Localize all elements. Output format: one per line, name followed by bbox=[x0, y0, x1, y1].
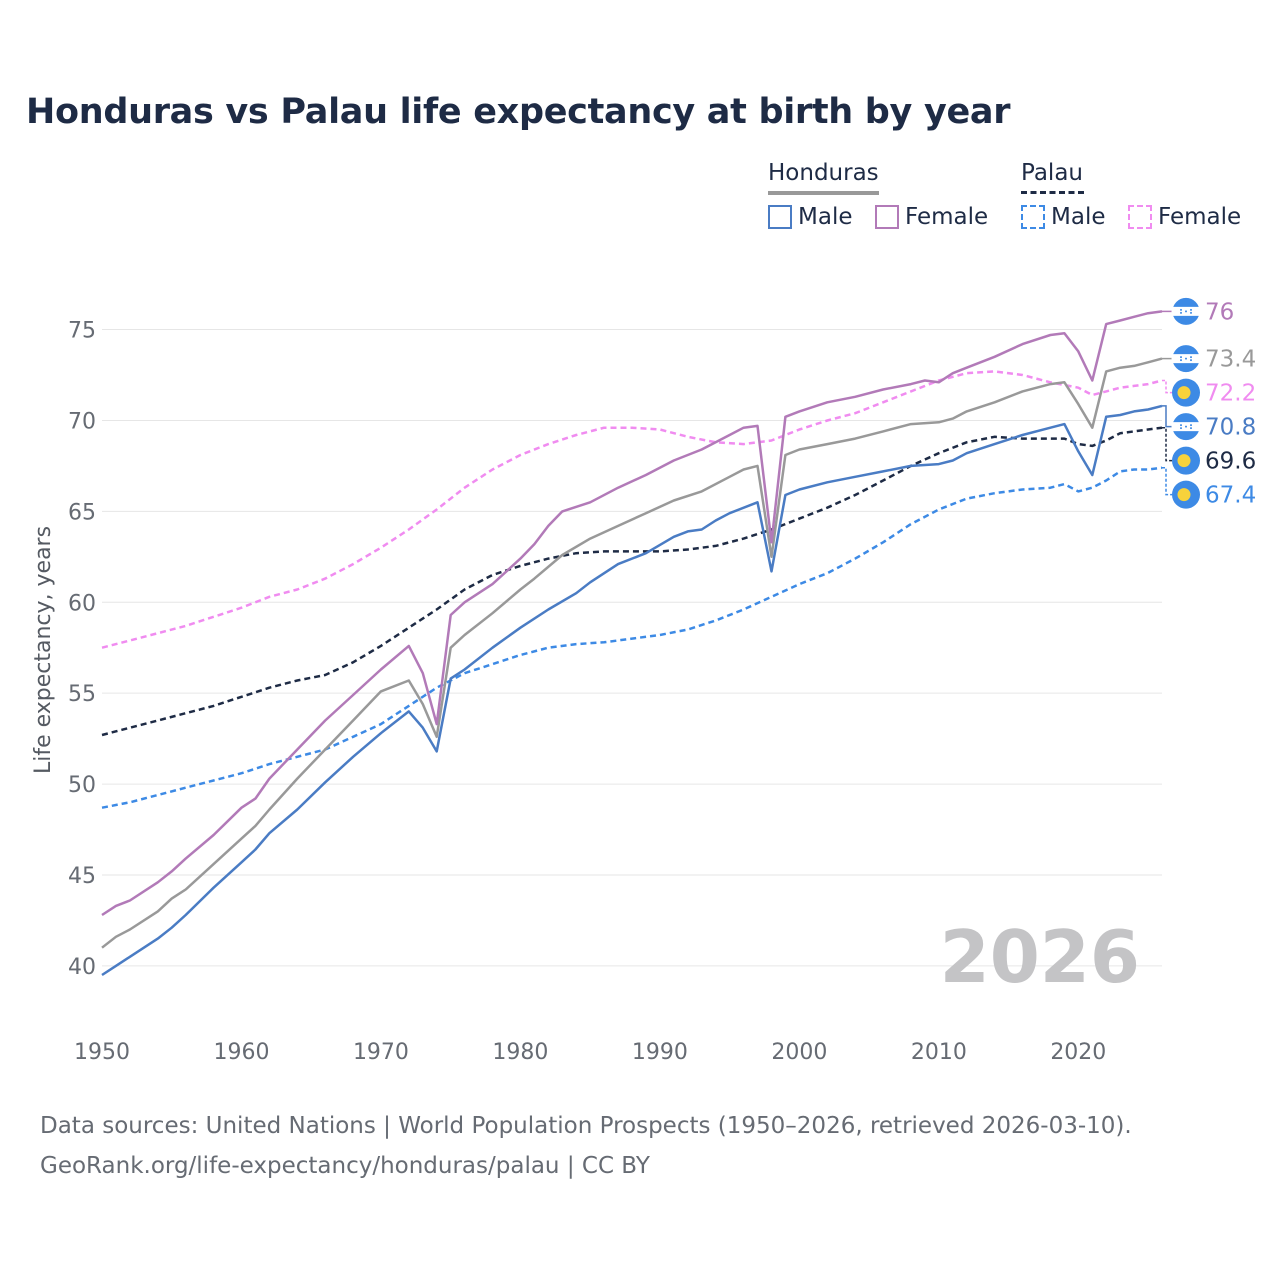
legend-honduras-male[interactable]: Male bbox=[768, 204, 852, 230]
flag-star-2 bbox=[1185, 357, 1187, 360]
x-tick-1990: 1990 bbox=[632, 1040, 688, 1065]
end-label-honduras-female: 76 bbox=[1205, 299, 1234, 325]
y-tick-40: 40 bbox=[68, 955, 96, 980]
flag-rim bbox=[1171, 344, 1201, 374]
series-line-honduras-male bbox=[101, 404, 1163, 977]
x-tick-1950: 1950 bbox=[74, 1040, 130, 1065]
flag-star-1 bbox=[1190, 356, 1192, 359]
legend-palau-male[interactable]: Male bbox=[1021, 204, 1105, 230]
connector-honduras-male bbox=[1162, 405, 1172, 428]
palau-flag-icon bbox=[1172, 480, 1200, 509]
y-tick-60: 60 bbox=[68, 591, 96, 616]
flag-star-4 bbox=[1190, 359, 1192, 362]
flag-star-1 bbox=[1190, 424, 1192, 427]
legend-group-palau[interactable]: Palau bbox=[1021, 160, 1083, 186]
legend-swatch-palau-female bbox=[1128, 205, 1152, 229]
flag-star-1 bbox=[1190, 308, 1192, 311]
chart-title: Honduras vs Palau life expectancy at bir… bbox=[26, 92, 1011, 132]
flag-star-0 bbox=[1180, 424, 1182, 427]
flag-star-3 bbox=[1180, 359, 1182, 362]
legend-label-palau-female: Female bbox=[1158, 204, 1242, 230]
series-line-palau-female bbox=[101, 370, 1163, 649]
honduras-flag-icon bbox=[1171, 296, 1201, 326]
connector-palau-total bbox=[1162, 426, 1172, 462]
y-tick-65: 65 bbox=[68, 500, 96, 525]
flag-star-4 bbox=[1190, 311, 1192, 314]
y-tick-50: 50 bbox=[68, 773, 96, 798]
legend-palau-line bbox=[1021, 191, 1084, 194]
end-label-palau-male: 67.4 bbox=[1205, 483, 1256, 509]
end-labels: 76 73.4 72.2 70.8 69.6 67.4 bbox=[1162, 296, 1256, 509]
legend-group-honduras[interactable]: Honduras bbox=[768, 160, 879, 186]
x-tick-1970: 1970 bbox=[353, 1040, 409, 1065]
series-line-palau-male bbox=[101, 466, 1163, 809]
end-label-palau-female: 72.2 bbox=[1205, 381, 1256, 407]
x-tick-2010: 2010 bbox=[911, 1040, 967, 1065]
legend-label-honduras-male: Male bbox=[798, 204, 853, 230]
footer-attribution[interactable]: GeoRank.org/life-expectancy/honduras/pal… bbox=[40, 1153, 650, 1179]
flag-star-3 bbox=[1180, 311, 1182, 314]
series-lines bbox=[101, 310, 1163, 977]
honduras-flag-icon bbox=[1171, 412, 1201, 442]
legend-honduras-line bbox=[768, 191, 879, 195]
y-tick-labels: 40 45 50 55 60 65 70 75 bbox=[68, 319, 96, 980]
y-tick-75: 75 bbox=[68, 319, 96, 344]
x-tick-1980: 1980 bbox=[492, 1040, 548, 1065]
legend-label-honduras-female: Female bbox=[905, 204, 989, 230]
palau-flag-icon bbox=[1172, 378, 1200, 407]
flag-star-0 bbox=[1180, 308, 1182, 311]
connector-palau-male bbox=[1162, 466, 1172, 496]
legend-swatch-honduras-female bbox=[875, 205, 899, 229]
flag-star-4 bbox=[1190, 427, 1192, 430]
flag-moon bbox=[1177, 488, 1191, 502]
grid-lines bbox=[102, 329, 1162, 967]
y-axis-title: Life expectancy, years bbox=[31, 526, 56, 774]
flag-moon bbox=[1177, 386, 1191, 400]
x-tick-1960: 1960 bbox=[213, 1040, 269, 1065]
end-label-palau-total: 69.6 bbox=[1205, 449, 1256, 475]
legend-swatch-honduras-male bbox=[768, 205, 792, 229]
legend-honduras-female[interactable]: Female bbox=[875, 204, 988, 230]
x-tick-2020: 2020 bbox=[1050, 1040, 1106, 1065]
x-tick-labels: 1950 1960 1970 1980 1990 2000 2010 2020 bbox=[74, 1040, 1106, 1065]
flag-rim bbox=[1171, 412, 1201, 442]
flag-star-3 bbox=[1180, 427, 1182, 430]
legend-palau-female[interactable]: Female bbox=[1128, 204, 1241, 230]
flag-star-2 bbox=[1185, 425, 1187, 428]
y-tick-45: 45 bbox=[68, 864, 96, 889]
series-line-honduras-female bbox=[101, 310, 1163, 917]
end-label-honduras-male: 70.8 bbox=[1205, 415, 1256, 441]
legend: Honduras Palau Male Female Male Female bbox=[0, 160, 1280, 240]
footer-sources: Data sources: United Nations | World Pop… bbox=[40, 1113, 1132, 1139]
y-tick-55: 55 bbox=[68, 682, 96, 707]
series-line-honduras-total bbox=[101, 357, 1163, 949]
legend-label-palau-male: Male bbox=[1051, 204, 1106, 230]
flag-rim bbox=[1171, 296, 1201, 326]
palau-flag-icon bbox=[1172, 446, 1200, 475]
honduras-flag-icon bbox=[1171, 344, 1201, 374]
end-label-honduras-total: 73.4 bbox=[1205, 347, 1256, 373]
flag-star-2 bbox=[1185, 310, 1187, 313]
year-watermark: 2026 bbox=[940, 915, 1140, 999]
legend-swatch-palau-male bbox=[1021, 205, 1045, 229]
x-tick-2000: 2000 bbox=[771, 1040, 827, 1065]
connector-palau-female bbox=[1162, 379, 1172, 394]
series-line-palau-total bbox=[101, 426, 1163, 737]
footer: Data sources: United Nations | World Pop… bbox=[40, 1106, 1132, 1186]
y-tick-70: 70 bbox=[68, 409, 96, 434]
flag-star-0 bbox=[1180, 356, 1182, 359]
flag-moon bbox=[1177, 454, 1191, 468]
